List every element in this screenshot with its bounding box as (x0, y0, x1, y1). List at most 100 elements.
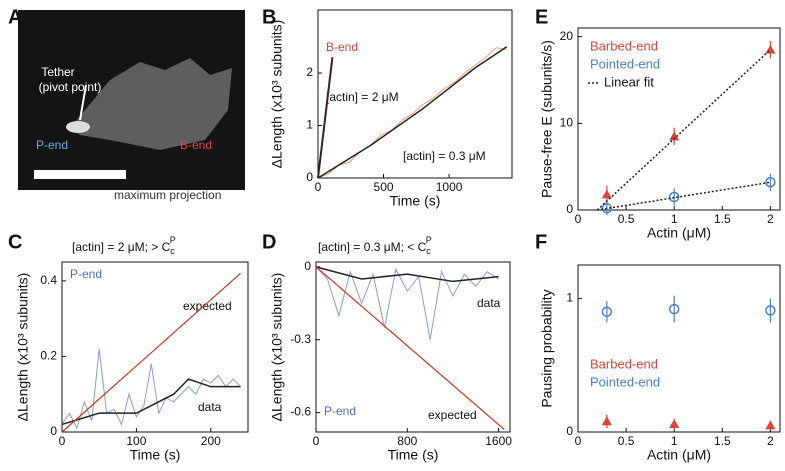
annotation: Tether (41, 65, 74, 79)
marker (601, 189, 612, 199)
annotation: P-end (70, 267, 102, 281)
panel-label: F (535, 231, 547, 253)
marker (765, 305, 776, 316)
marker (601, 416, 612, 426)
series-line (317, 47, 507, 179)
title-sub: c (426, 246, 431, 256)
x-tick-label: 1.5 (714, 212, 731, 226)
marker (669, 418, 680, 428)
x-tick-label: 800 (397, 434, 417, 448)
y-axis-label: Pause-free E (subunits/s) (539, 40, 555, 198)
y-tick-label: 0 (304, 259, 311, 273)
series-line (315, 266, 505, 431)
panel-label: B (262, 6, 276, 28)
y-tick-label: -0.3 (290, 332, 311, 346)
y-axis-label: ΔLength (x10³ subunits) (15, 273, 31, 422)
x-tick-label: 1 (671, 212, 678, 226)
x-axis-label: Actin (μM) (647, 447, 711, 463)
x-tick-label: 0 (575, 212, 582, 226)
y-tick-label: 0 (566, 202, 573, 216)
marker (765, 44, 776, 54)
chart-title: [actin] = 0.3 μM; < CcP (318, 235, 432, 256)
annotation: P-end (324, 404, 356, 418)
y-tick-label: 20 (560, 29, 574, 43)
series-line (317, 57, 334, 179)
marker (601, 203, 613, 214)
y-tick-label: 10 (560, 116, 574, 130)
annotation: expected (428, 408, 477, 422)
y-tick-label: 0 (566, 424, 573, 438)
x-tick-label: 1 (671, 434, 678, 448)
x-axis-label: Time (s) (388, 447, 439, 463)
legend-label: Pointed-end (590, 56, 660, 71)
annotation: [actin] = 0.3 μM (403, 149, 486, 163)
series-line (315, 266, 499, 283)
annotation: maximum projection (114, 188, 221, 202)
tether-spot (66, 121, 90, 133)
cell-projection (70, 58, 232, 150)
title-main: [actin] = 0.3 μM; < C (318, 240, 427, 254)
series-line (61, 378, 241, 426)
legend-label: Barbed-end (590, 38, 658, 53)
series-line (596, 49, 771, 211)
y-axis-label: ΔLength (x10³ subunits) (269, 20, 285, 169)
y-tick-label: 0 (306, 170, 313, 184)
x-tick-label: 1000 (436, 180, 463, 194)
x-tick-label: 0.5 (618, 434, 635, 448)
annotation: P-end (36, 138, 68, 152)
annotation: data (198, 400, 222, 414)
marker (765, 177, 776, 188)
title-sup: P (426, 235, 432, 245)
x-tick-label: 200 (201, 434, 221, 448)
marker (668, 303, 680, 315)
x-tick-label: 1.5 (714, 434, 731, 448)
title-sup: P (170, 235, 176, 245)
plot-frame (577, 27, 781, 211)
legend-label: Linear fit (604, 74, 654, 89)
x-tick-label: 100 (126, 434, 146, 448)
y-tick-label: 1 (306, 118, 313, 132)
series-line (597, 181, 771, 211)
x-axis-label: Actin (μM) (647, 225, 711, 241)
x-tick-label: 1600 (485, 434, 512, 448)
y-axis-label: Pausing probability (539, 289, 555, 407)
legend-label: Barbed-end (590, 356, 658, 371)
title-sub: c (170, 246, 175, 256)
title-main: [actin] = 2 μM; > C (72, 240, 171, 254)
panel-label: A (8, 6, 22, 28)
marker (601, 306, 613, 318)
annotation: (pivot point) (39, 80, 102, 94)
scale-bar (34, 170, 126, 179)
marker (765, 420, 776, 430)
y-tick-label: 0.4 (40, 273, 57, 287)
series-line (317, 46, 508, 179)
plot-frame (577, 264, 781, 433)
annotation: B-end (180, 138, 212, 152)
annotation: B-end (326, 40, 358, 54)
panel-label: C (8, 231, 22, 253)
y-tick-label: 0.2 (40, 349, 57, 363)
annotation: data (477, 296, 501, 310)
series-line (61, 272, 241, 433)
series-line (315, 266, 499, 340)
x-tick-label: 500 (374, 180, 394, 194)
x-tick-label: 0 (315, 180, 322, 194)
marker (669, 131, 680, 141)
x-tick-label: 2 (767, 212, 774, 226)
annotation: expected (183, 299, 232, 313)
marker (668, 191, 680, 203)
x-tick-label: 2 (767, 434, 774, 448)
series-line (61, 348, 241, 430)
x-tick-label: 0 (575, 434, 582, 448)
plot-frame (61, 261, 249, 433)
y-axis-label: ΔLength (x10³ subunits) (269, 273, 285, 422)
y-tick-label: 2 (306, 65, 313, 79)
x-tick-label: 0 (313, 434, 320, 448)
panel-label: E (535, 6, 548, 28)
x-axis-label: Time (s) (130, 447, 181, 463)
pointer (79, 84, 87, 121)
y-tick-label: 0 (50, 424, 57, 438)
y-tick-label: 1 (566, 291, 573, 305)
annotation: [actin] = 2 μM (326, 90, 399, 104)
